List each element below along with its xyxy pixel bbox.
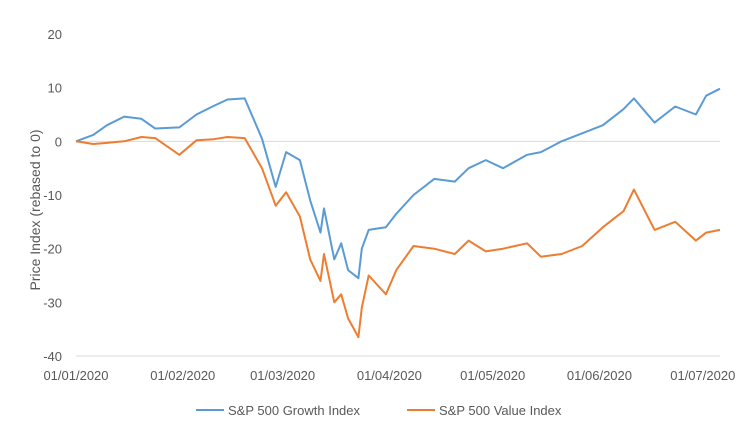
x-tick-label: 01/01/2020 [43, 368, 108, 383]
legend-label: S&P 500 Growth Index [228, 403, 361, 418]
x-tick-label: 01/03/2020 [250, 368, 315, 383]
x-tick-label: 01/05/2020 [460, 368, 525, 383]
value-index-line [75, 136, 721, 339]
y-axis-ticks: 20 10 0 -10 -20 -30 -40 [43, 27, 62, 364]
growth-index-line [75, 87, 721, 280]
y-tick-label: -20 [43, 242, 62, 257]
series-lines [75, 87, 721, 339]
x-tick-label: 01/07/2020 [670, 368, 735, 383]
x-tick-label: 01/06/2020 [567, 368, 632, 383]
legend-label: S&P 500 Value Index [439, 403, 562, 418]
y-tick-label: 10 [48, 81, 62, 96]
x-tick-label: 01/02/2020 [150, 368, 215, 383]
legend: S&P 500 Growth Index S&P 500 Value Index [196, 403, 562, 418]
y-tick-label: 20 [48, 27, 62, 42]
y-axis-title: Price Index (rebased to 0) [27, 129, 43, 290]
x-axis-ticks: 01/01/2020 01/02/2020 01/03/2020 01/04/2020… [43, 368, 735, 383]
y-tick-label: -10 [43, 188, 62, 203]
y-tick-label: -40 [43, 349, 62, 364]
y-tick-label: -30 [43, 295, 62, 310]
x-tick-label: 01/04/2020 [357, 368, 422, 383]
y-tick-label: 0 [55, 134, 62, 149]
